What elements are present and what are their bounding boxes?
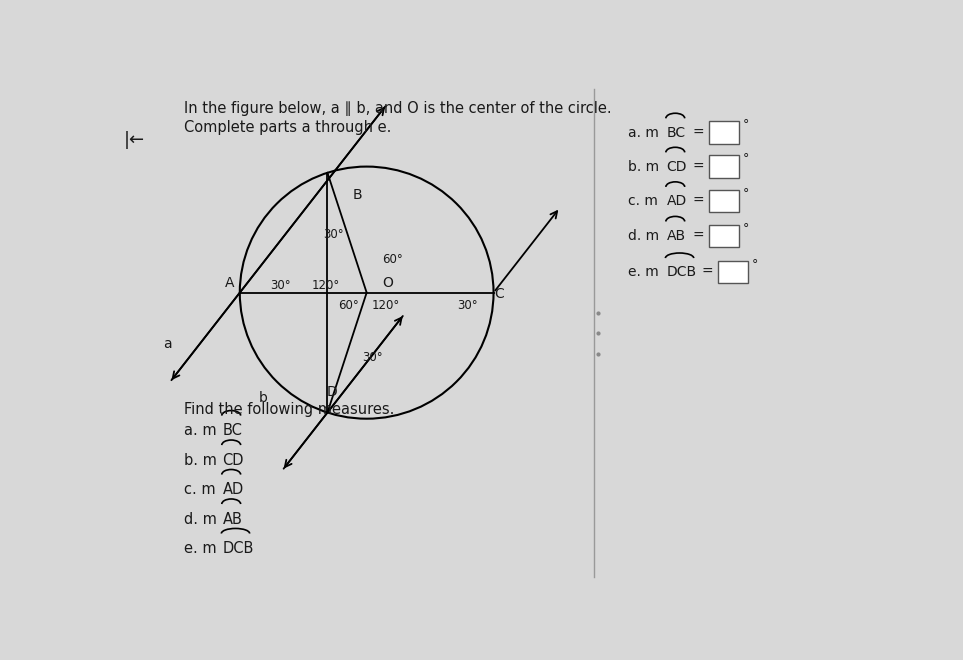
Text: B: B — [352, 188, 362, 202]
Text: °: ° — [742, 152, 749, 166]
Text: 30°: 30° — [362, 351, 383, 364]
Text: b. m: b. m — [628, 160, 659, 174]
Text: =: = — [692, 160, 704, 174]
Text: b. m: b. m — [184, 453, 217, 468]
Text: 30°: 30° — [457, 299, 478, 312]
Text: 120°: 120° — [311, 279, 340, 292]
FancyBboxPatch shape — [709, 121, 739, 144]
Text: a. m: a. m — [184, 423, 217, 438]
Text: =: = — [692, 229, 704, 243]
Text: C: C — [495, 286, 505, 301]
Text: e. m: e. m — [628, 265, 659, 279]
Text: CD: CD — [666, 160, 688, 174]
FancyBboxPatch shape — [709, 156, 739, 178]
Text: °: ° — [742, 222, 749, 234]
Text: °: ° — [742, 118, 749, 131]
Text: a: a — [163, 337, 171, 352]
Text: 30°: 30° — [271, 279, 291, 292]
Text: |←: |← — [124, 131, 145, 149]
Text: AD: AD — [222, 482, 244, 498]
Text: =: = — [692, 194, 704, 208]
Text: 120°: 120° — [371, 299, 400, 312]
FancyBboxPatch shape — [709, 224, 739, 247]
Text: b: b — [259, 391, 268, 405]
Text: Complete parts a through e.: Complete parts a through e. — [184, 120, 391, 135]
Text: d. m: d. m — [628, 229, 659, 243]
Text: CD: CD — [222, 453, 245, 468]
Text: O: O — [382, 277, 393, 290]
Text: c. m: c. m — [184, 482, 216, 498]
Text: 30°: 30° — [323, 228, 344, 241]
FancyBboxPatch shape — [717, 261, 747, 284]
Text: A: A — [225, 277, 235, 290]
Text: d. m: d. m — [184, 512, 217, 527]
Text: °: ° — [742, 187, 749, 200]
FancyBboxPatch shape — [709, 190, 739, 213]
Text: AB: AB — [666, 229, 686, 243]
Text: a. m: a. m — [628, 125, 659, 139]
Text: °: ° — [751, 258, 758, 271]
Text: =: = — [692, 125, 704, 139]
Text: 60°: 60° — [382, 253, 403, 266]
Text: e. m: e. m — [184, 541, 217, 556]
Text: Find the following measures.: Find the following measures. — [184, 402, 394, 417]
Text: DCB: DCB — [222, 541, 254, 556]
Text: BC: BC — [222, 423, 243, 438]
Text: In the figure below, a ∥ b, and O is the center of the circle.: In the figure below, a ∥ b, and O is the… — [184, 100, 612, 115]
Text: =: = — [701, 265, 713, 279]
Text: c. m: c. m — [628, 194, 658, 208]
Text: 60°: 60° — [338, 299, 358, 312]
Text: AB: AB — [222, 512, 243, 527]
Text: D: D — [327, 385, 338, 399]
Text: DCB: DCB — [666, 265, 697, 279]
Text: BC: BC — [666, 125, 686, 139]
Text: AD: AD — [666, 194, 687, 208]
